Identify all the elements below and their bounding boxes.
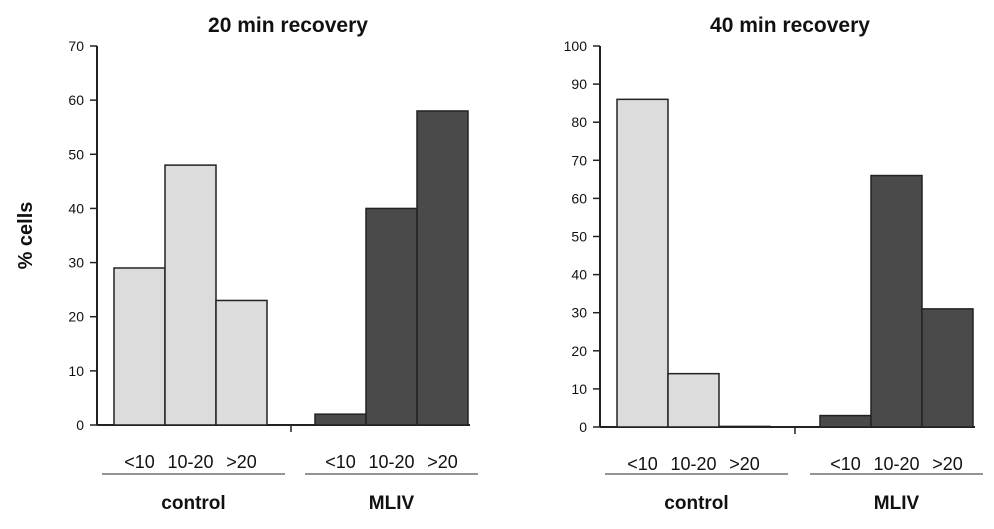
category-label: >20: [932, 454, 963, 474]
category-label: 10-20: [670, 454, 716, 474]
bar: [819, 414, 872, 428]
category-label: <10: [830, 454, 861, 474]
bar: [113, 267, 166, 426]
y-tick-label: 10: [68, 363, 84, 379]
y-tick-label: 30: [571, 305, 587, 321]
y-tick-label: 70: [68, 38, 84, 54]
y-tick-label: 40: [68, 200, 84, 216]
y-axis-label: % cells: [15, 202, 37, 270]
y-tick-label: 60: [68, 92, 84, 108]
category-label: >20: [729, 454, 760, 474]
category-label: 10-20: [873, 454, 919, 474]
chart-panel-1: 20 min recovery 0 10 20 30 40 50 60 70 <10 10-20 >2…: [15, 14, 478, 514]
y-tick-label: 0: [579, 419, 587, 435]
bar: [718, 425, 771, 428]
y-tick-label: 50: [571, 229, 587, 245]
bar: [416, 110, 469, 426]
y-tick-label: 100: [564, 38, 588, 54]
y-tick-label: 50: [68, 146, 84, 162]
category-label: <10: [325, 452, 356, 472]
category-label: <10: [627, 454, 658, 474]
y-tick-label: 20: [571, 343, 587, 359]
group-label: control: [161, 493, 225, 514]
category-label: 10-20: [368, 452, 414, 472]
bar: [164, 164, 217, 426]
y-tick-label: 30: [68, 255, 84, 271]
chart-panel-2: 40 min recovery 0 10 20 30 40 50 60 70 80 90 100 <10…: [564, 14, 983, 514]
y-tick-label: 0: [76, 417, 84, 433]
category-label: >20: [427, 452, 458, 472]
bar: [365, 207, 418, 426]
group-label: MLIV: [369, 493, 415, 514]
y-tick-label: 80: [571, 114, 587, 130]
bar: [616, 98, 669, 428]
chart-title: 20 min recovery: [208, 14, 368, 37]
group-label: control: [664, 493, 728, 514]
bar: [215, 299, 268, 426]
category-label: 10-20: [167, 452, 213, 472]
y-tick-label: 60: [571, 190, 587, 206]
y-tick-label: 90: [571, 76, 587, 92]
chart-title: 40 min recovery: [710, 14, 870, 37]
y-tick-label: 20: [68, 309, 84, 325]
y-tick-label: 70: [571, 152, 587, 168]
bar: [314, 413, 367, 426]
y-tick-label: 40: [571, 267, 587, 283]
bar: [921, 308, 974, 428]
category-label: <10: [124, 452, 155, 472]
y-tick-label: 10: [571, 381, 587, 397]
group-label: MLIV: [874, 493, 920, 514]
category-label: >20: [226, 452, 257, 472]
bar: [870, 174, 923, 428]
bar: [667, 372, 720, 428]
